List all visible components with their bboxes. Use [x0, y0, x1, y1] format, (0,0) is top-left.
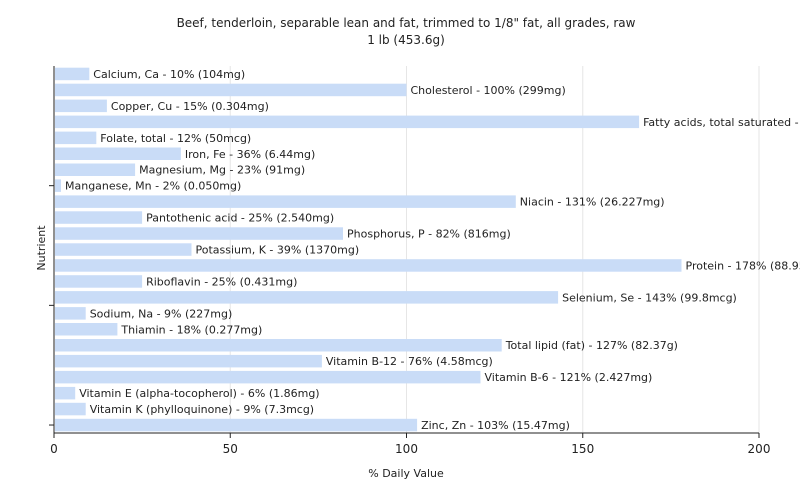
bar	[55, 131, 97, 145]
bar-label: Magnesium, Mg - 23% (91mg)	[139, 164, 305, 177]
bar	[55, 339, 502, 352]
x-tick-label: 150	[571, 442, 594, 456]
bar-label: Sodium, Na - 9% (227mg)	[90, 307, 233, 320]
bar-label: Niacin - 131% (26.227mg)	[520, 196, 665, 209]
bar-label: Pantothenic acid - 25% (2.540mg)	[146, 212, 334, 225]
bar	[55, 354, 322, 368]
x-tick-label: 50	[223, 442, 238, 456]
x-tick-label: 0	[50, 442, 58, 456]
bar-label: Zinc, Zn - 103% (15.47mg)	[421, 419, 570, 432]
axes: 0 50 100 150 200	[49, 66, 770, 456]
bar	[55, 386, 76, 400]
bar-label: Protein - 178% (88.95g)	[686, 260, 800, 273]
bar	[55, 259, 682, 272]
bar	[55, 370, 481, 384]
bar	[55, 291, 559, 304]
bar-label: Phosphorus, P - 82% (816mg)	[347, 228, 511, 241]
bar	[55, 275, 143, 288]
bar	[55, 179, 61, 192]
bar	[55, 147, 181, 160]
chart-subtitle: 1 lb (453.6g)	[367, 33, 445, 47]
bar	[55, 402, 86, 416]
x-tick-label: 100	[395, 442, 418, 456]
x-tick-label: 200	[748, 442, 771, 456]
bar-label: Riboflavin - 25% (0.431mg)	[146, 275, 297, 288]
bar	[55, 163, 136, 176]
bar	[55, 83, 407, 97]
bar-label: Fatty acids, total saturated - 166% (33.…	[643, 116, 800, 129]
bar-label: Manganese, Mn - 2% (0.050mg)	[65, 180, 241, 193]
bar	[55, 67, 90, 81]
bar-label: Vitamin E (alpha-tocopherol) - 6% (1.86m…	[79, 387, 319, 400]
bar-label: Copper, Cu - 15% (0.304mg)	[111, 100, 269, 113]
bar-label: Selenium, Se - 143% (99.8mcg)	[562, 291, 737, 304]
bar	[55, 211, 143, 224]
bar	[55, 195, 516, 208]
bar-label: Vitamin B-12 - 76% (4.58mcg)	[326, 355, 493, 368]
bar	[55, 243, 192, 256]
bar	[55, 418, 418, 432]
bar-label: Folate, total - 12% (50mcg)	[100, 132, 251, 145]
bar	[55, 307, 86, 320]
bar	[55, 227, 343, 240]
chart-title: Beef, tenderloin, separable lean and fat…	[177, 16, 636, 30]
bar-label: Vitamin K (phylloquinone) - 9% (7.3mcg)	[90, 403, 314, 416]
bar-label: Iron, Fe - 36% (6.44mg)	[185, 148, 315, 161]
bar-label: Vitamin B-6 - 121% (2.427mg)	[485, 371, 653, 384]
bar	[55, 115, 640, 129]
bar	[55, 99, 107, 113]
bars: Calcium, Ca - 10% (104mg) Cholesterol - 1…	[55, 67, 800, 432]
bar-label: Total lipid (fat) - 127% (82.37g)	[505, 339, 678, 352]
x-axis-label: % Daily Value	[368, 467, 444, 480]
bar-label: Calcium, Ca - 10% (104mg)	[93, 68, 245, 81]
bar-label: Potassium, K - 39% (1370mg)	[196, 244, 360, 257]
bar	[55, 323, 118, 336]
bar-label: Cholesterol - 100% (299mg)	[411, 84, 566, 97]
y-axis-label: Nutrient	[35, 225, 48, 271]
bar-label: Thiamin - 18% (0.277mg)	[120, 323, 262, 336]
